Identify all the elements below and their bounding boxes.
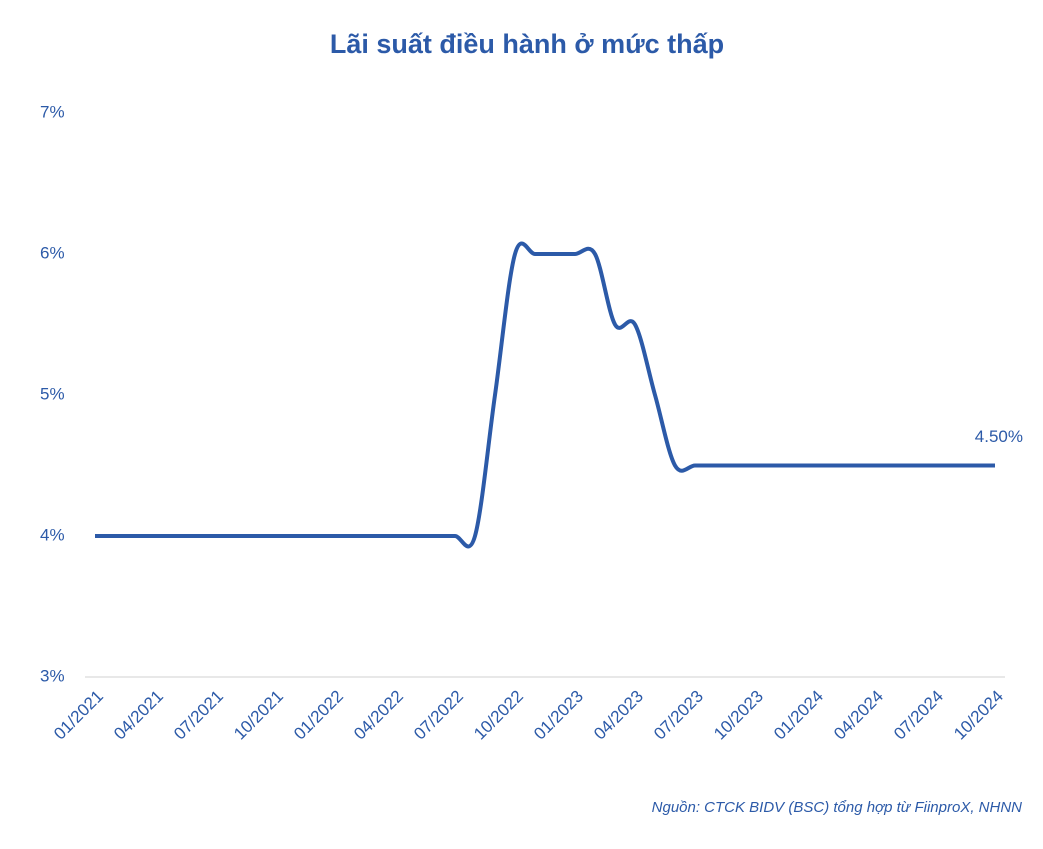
x-tick-label: 07/2023: [650, 687, 707, 744]
x-tick-label: 01/2021: [50, 687, 107, 744]
source-note: Nguồn: CTCK BIDV (BSC) tổng hợp từ Fiinp…: [652, 799, 1023, 816]
x-tick-label: 10/2021: [230, 687, 287, 744]
x-tick-label: 10/2022: [470, 687, 527, 744]
x-tick-label: 04/2024: [830, 687, 887, 744]
x-tick-label: 07/2022: [410, 687, 467, 744]
data-label: 4.50%: [975, 427, 1023, 446]
x-tick-label: 01/2022: [290, 687, 347, 744]
data-line: [95, 241, 995, 549]
x-tick-label: 07/2021: [170, 687, 227, 744]
x-tick-label: 04/2022: [350, 687, 407, 744]
x-tick-label: 04/2023: [590, 687, 647, 744]
x-tick-label: 07/2024: [890, 687, 947, 744]
x-tick-label: 04/2021: [110, 687, 167, 744]
y-tick-label: 5%: [40, 384, 65, 403]
x-tick-label: 10/2024: [950, 687, 1007, 744]
x-tick-label: 01/2024: [770, 687, 827, 744]
y-tick-label: 4%: [40, 525, 65, 544]
y-tick-label: 7%: [40, 102, 65, 121]
y-tick-label: 6%: [40, 243, 65, 262]
chart-title: Lãi suất điều hành ở mức thấp: [330, 29, 724, 59]
x-tick-label: 10/2023: [710, 687, 767, 744]
y-tick-label: 3%: [40, 666, 65, 685]
x-tick-label: 01/2023: [530, 687, 587, 744]
